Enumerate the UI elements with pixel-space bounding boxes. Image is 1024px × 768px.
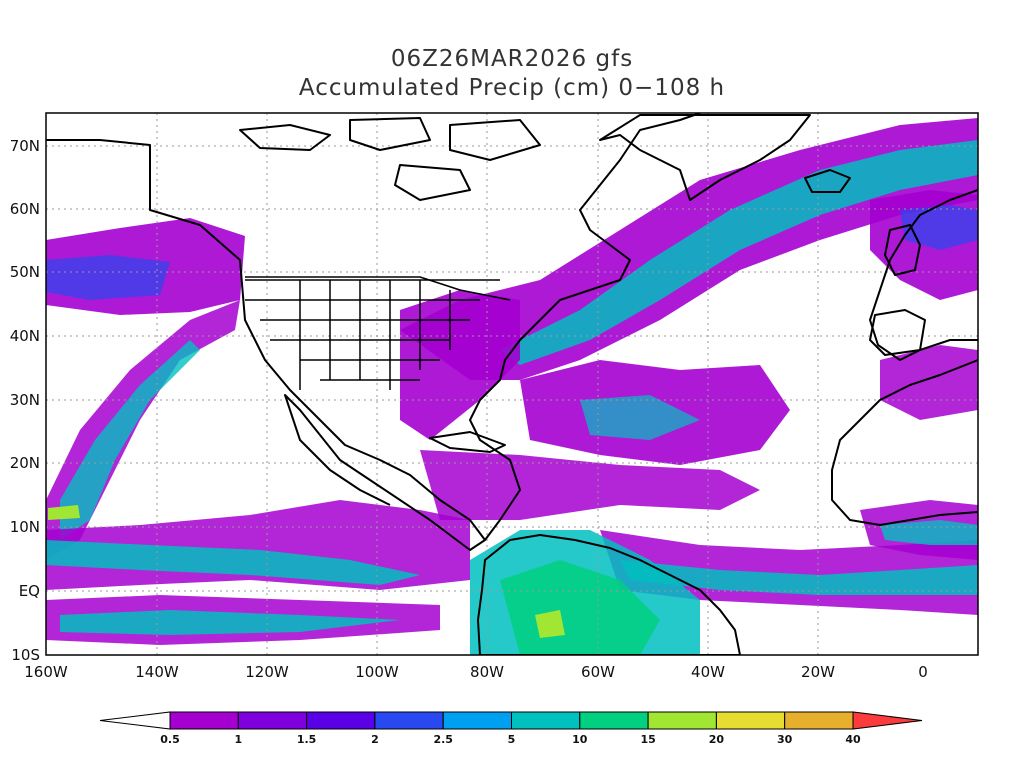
map-title: 06Z26MAR2026 gfs (390, 46, 634, 72)
coastline-greenland (599, 114, 811, 201)
lat-label: 60N (10, 200, 40, 218)
precip-area-north-pacific-core (46, 255, 170, 300)
lon-label: 0 (918, 663, 928, 681)
precip-area-pacific-peak (48, 505, 80, 520)
lat-label: 50N (10, 263, 40, 281)
map-frame (45, 112, 979, 656)
us-state-borders (245, 279, 500, 390)
colorbar-label: 40 (845, 733, 861, 746)
colorbar-label: 2 (371, 733, 379, 746)
lat-label: 70N (10, 137, 40, 155)
colorbar: 0.5 1 1.5 2 2.5 5 10 15 20 30 40 (99, 711, 923, 746)
coastline-iceland (804, 169, 851, 193)
lat-label: 20N (10, 454, 40, 472)
lon-label: 100W (355, 663, 399, 681)
colorbar-swatch (511, 711, 581, 730)
precip-area-south-pacific-core (60, 610, 400, 635)
coastline-cuba (429, 431, 506, 453)
lon-label: 20W (801, 663, 835, 681)
lon-label: 40W (691, 663, 725, 681)
coastline-south-america (477, 534, 741, 655)
lat-label: 40N (10, 327, 40, 345)
precip-area-atlantic-track-core (500, 140, 978, 365)
precip-area-pacific-diagonal-core (60, 340, 200, 540)
lat-label: 10S (11, 646, 40, 664)
graticule (46, 113, 978, 655)
coastline-north-america (46, 113, 701, 551)
map-subtitle: Accumulated Precip (cm) 0−108 h (298, 75, 726, 101)
colorbar-label: 5 (508, 733, 516, 746)
colorbar-label: 2.5 (433, 733, 453, 746)
colorbar-swatch (784, 711, 854, 730)
coastline-arctic-islands (239, 117, 541, 201)
lon-label: 140W (135, 663, 179, 681)
precip-area-eastern-us (400, 290, 520, 440)
colorbar-over-triangle (852, 711, 923, 730)
colorbar-swatch (237, 711, 308, 730)
colorbar-swatch (442, 711, 513, 730)
colorbar-label: 20 (709, 733, 725, 746)
colorbar-label: 1 (234, 733, 242, 746)
precip-area-caribbean (420, 450, 760, 520)
colorbar-under-triangle (99, 711, 171, 730)
colorbar-swatch (715, 711, 786, 730)
coastline-great-britain (884, 224, 921, 276)
lat-label: EQ (19, 582, 40, 600)
colorbar-swatch (169, 711, 239, 730)
coastlines (46, 113, 978, 655)
lon-label: 80W (470, 663, 504, 681)
colorbar-label: 30 (777, 733, 793, 746)
lon-label: 120W (245, 663, 289, 681)
precip-area-atlantic-itcz-core (620, 560, 978, 595)
lat-label: 10N (10, 518, 40, 536)
border-canada-us (245, 276, 511, 301)
longitude-labels: 160W 140W 120W 100W 80W 60W 40W 20W 0 (24, 663, 928, 681)
precip-area-nw-africa (880, 345, 978, 420)
colorbar-swatch (306, 711, 376, 730)
lon-label: 60W (581, 663, 615, 681)
colorbar-label: 0.5 (160, 733, 180, 746)
colorbar-label: 10 (572, 733, 588, 746)
precip-area-south-america-peak (535, 610, 565, 638)
colorbar-label: 15 (640, 733, 655, 746)
colorbar-label: 1.5 (297, 733, 317, 746)
colorbar-swatch (579, 711, 649, 730)
precip-area-west-africa-core (880, 520, 978, 545)
coastline-iberia (869, 309, 926, 356)
coastline-europe-africa (831, 189, 978, 526)
latitude-labels: 70N 60N 50N 40N 30N 20N 10N EQ 10S (10, 137, 40, 664)
lon-label: 160W (24, 663, 68, 681)
colorbar-swatch (374, 711, 444, 730)
precip-area-pacific-itcz-core (46, 540, 420, 585)
precip-field (46, 118, 978, 655)
precip-area-central-atlantic-core (580, 395, 700, 440)
lat-label: 30N (10, 391, 40, 409)
colorbar-swatch (647, 711, 717, 730)
